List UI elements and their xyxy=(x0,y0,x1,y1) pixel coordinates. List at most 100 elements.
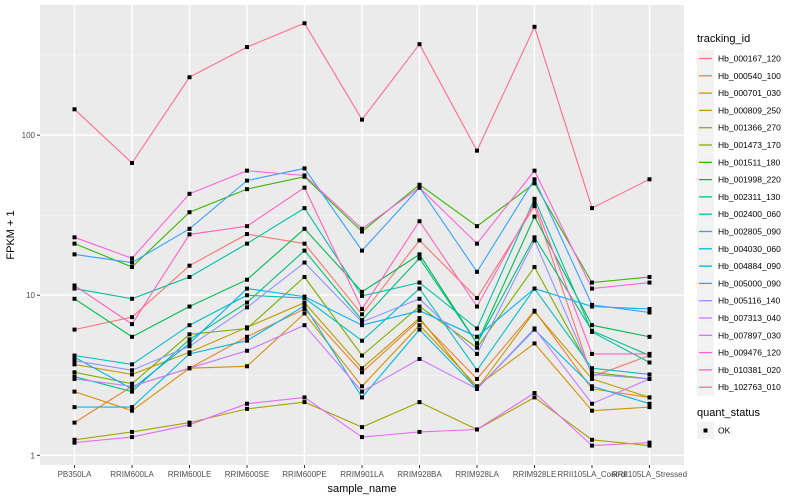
data-point-Hb_000167_120 xyxy=(72,327,77,332)
data-point-Hb_000167_120 xyxy=(532,204,537,209)
data-point-Hb_000809_250 xyxy=(302,300,307,305)
data-point-Hb_005000_090 xyxy=(130,260,134,265)
data-point-Hb_010381_020 xyxy=(360,307,364,312)
data-point-Hb_001511_180 xyxy=(475,224,479,229)
data-point-Hb_000701_030 xyxy=(590,408,594,413)
data-point-Hb_010381_020 xyxy=(187,232,192,237)
data-point-Hb_004884_090 xyxy=(130,386,134,391)
data-point-Hb_002400_060 xyxy=(72,286,77,291)
data-point-Hb_004030_060 xyxy=(590,384,594,389)
data-point-Hb_001511_180 xyxy=(72,241,77,246)
legend-label: Hb_001366_270 xyxy=(718,123,781,133)
data-point-Hb_010381_020 xyxy=(647,351,652,356)
legend-label: Hb_009476_120 xyxy=(718,348,781,358)
data-point-Hb_007897_030 xyxy=(532,391,537,396)
data-point-Hb_002400_060 xyxy=(302,206,307,211)
data-point-Hb_001473_170 xyxy=(72,370,77,375)
data-point-Hb_001473_170 xyxy=(532,265,537,270)
y-axis: 1 10 100 xyxy=(22,131,40,460)
data-point-Hb_102763_010 xyxy=(590,206,594,211)
data-point-Hb_005116_140 xyxy=(245,305,249,310)
data-point-Hb_004884_090 xyxy=(647,307,652,312)
data-point-Hb_007897_030 xyxy=(417,429,422,434)
data-point-Hb_005000_090 xyxy=(302,166,307,171)
data-point-Hb_001473_170 xyxy=(245,326,249,331)
legend-label: Hb_005000_090 xyxy=(718,278,781,288)
data-point-Hb_000167_120 xyxy=(417,238,422,243)
data-point-Hb_001998_220 xyxy=(590,323,594,328)
data-point-Hb_004030_060 xyxy=(417,327,422,332)
data-point-Hb_001473_170 xyxy=(187,332,192,337)
data-point-Hb_000701_030 xyxy=(475,384,479,389)
data-point-Hb_007313_040 xyxy=(245,348,249,353)
data-point-Hb_000809_250 xyxy=(72,362,77,367)
data-point-Hb_001366_270 xyxy=(532,395,537,400)
data-point-Hb_007313_040 xyxy=(475,386,479,391)
data-point-Hb_007313_040 xyxy=(72,376,77,381)
data-point-Hb_002311_130 xyxy=(360,318,364,323)
x-tick-label: RRIM928LA xyxy=(455,470,499,479)
data-point-Hb_002400_060 xyxy=(417,280,422,285)
data-point-Hb_005000_090 xyxy=(532,177,537,182)
data-point-Hb_009476_120 xyxy=(417,185,422,190)
data-point-Hb_002805_090 xyxy=(360,338,364,343)
data-point-Hb_009476_120 xyxy=(647,280,652,285)
legend-label: Hb_102763_010 xyxy=(718,382,781,392)
data-point-Hb_010381_020 xyxy=(590,351,594,356)
data-point-Hb_004030_060 xyxy=(245,338,249,343)
data-point-Hb_000540_100 xyxy=(360,370,364,375)
data-point-Hb_002805_090 xyxy=(590,366,594,371)
data-point-Hb_007897_030 xyxy=(360,435,364,440)
data-point-Hb_005000_090 xyxy=(72,252,77,257)
data-point-Hb_000701_030 xyxy=(72,389,77,394)
y-tick-label: 1 xyxy=(31,451,36,460)
data-point-Hb_002311_130 xyxy=(187,337,192,342)
data-point-Hb_002311_130 xyxy=(417,256,422,261)
data-point-Hb_004030_060 xyxy=(130,405,134,410)
data-point-Hb_004884_090 xyxy=(475,334,479,339)
data-point-Hb_102763_010 xyxy=(475,148,479,153)
data-point-Hb_000167_120 xyxy=(130,315,134,320)
data-point-Hb_000809_250 xyxy=(417,316,422,321)
data-point-Hb_000540_100 xyxy=(590,386,594,391)
data-point-Hb_000167_120 xyxy=(475,296,479,301)
x-tick-label: RRIM600PE xyxy=(282,470,326,479)
x-tick-label: RRII105LA_Stressed xyxy=(612,470,687,479)
data-point-Hb_010381_020 xyxy=(417,219,422,224)
data-point-Hb_001998_220 xyxy=(130,334,134,339)
data-point-Hb_004030_060 xyxy=(72,405,77,410)
data-point-Hb_010381_020 xyxy=(302,185,307,190)
data-point-Hb_002805_090 xyxy=(187,323,192,328)
data-point-Hb_010381_020 xyxy=(245,224,249,229)
data-point-Hb_007313_040 xyxy=(130,384,134,389)
data-point-Hb_004884_090 xyxy=(187,341,192,346)
data-point-Hb_007897_030 xyxy=(302,395,307,400)
data-point-Hb_000809_250 xyxy=(360,366,364,371)
data-point-Hb_001511_180 xyxy=(532,181,537,186)
data-point-Hb_102763_010 xyxy=(130,160,134,165)
data-points xyxy=(72,21,652,448)
data-point-Hb_009476_120 xyxy=(130,256,134,261)
data-point-Hb_000167_120 xyxy=(245,232,249,237)
data-point-Hb_001511_180 xyxy=(417,182,422,187)
data-point-Hb_002400_060 xyxy=(590,329,594,334)
data-point-Hb_007313_040 xyxy=(647,376,652,381)
data-point-Hb_007313_040 xyxy=(187,366,192,371)
data-point-Hb_007313_040 xyxy=(417,356,422,361)
data-point-Hb_009476_120 xyxy=(532,168,537,173)
data-point-Hb_005116_140 xyxy=(72,358,77,363)
legend-label: Hb_004884_090 xyxy=(718,261,781,271)
data-point-Hb_009476_120 xyxy=(475,241,479,246)
data-point-Hb_007897_030 xyxy=(130,435,134,440)
data-point-Hb_001473_170 xyxy=(302,274,307,279)
data-point-Hb_010381_020 xyxy=(475,304,479,309)
legend-label: Hb_007897_030 xyxy=(718,330,781,340)
legend-label: Hb_001998_220 xyxy=(718,175,781,185)
legend-label: Hb_000167_120 xyxy=(718,54,781,64)
data-point-Hb_000809_250 xyxy=(590,376,594,381)
data-point-Hb_005116_140 xyxy=(187,344,192,349)
data-point-Hb_007313_040 xyxy=(302,323,307,328)
legend-label: Hb_010381_020 xyxy=(718,365,781,375)
data-point-Hb_005000_090 xyxy=(245,178,249,183)
